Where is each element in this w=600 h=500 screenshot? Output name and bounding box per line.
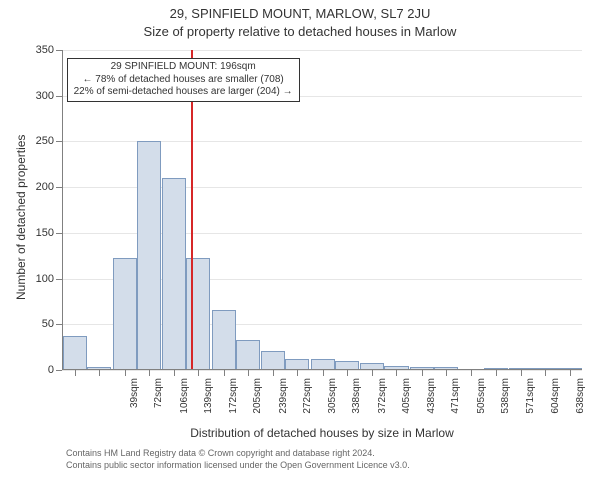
- y-tick: [56, 324, 62, 325]
- histogram-bar: [113, 258, 137, 370]
- y-tick-label: 200: [28, 181, 54, 193]
- x-tick: [248, 370, 249, 376]
- x-tick-label: 72sqm: [153, 378, 164, 428]
- x-tick-label: 172sqm: [228, 378, 239, 428]
- title-line-2: Size of property relative to detached ho…: [0, 24, 600, 39]
- credits: Contains HM Land Registry data © Crown c…: [66, 448, 410, 471]
- y-tick-label: 350: [28, 44, 54, 56]
- x-tick-label: 372sqm: [377, 378, 388, 428]
- x-tick-label: 305sqm: [327, 378, 338, 428]
- x-tick: [372, 370, 373, 376]
- x-tick-label: 272sqm: [302, 378, 313, 428]
- x-tick: [174, 370, 175, 376]
- x-tick: [570, 370, 571, 376]
- y-axis-line: [62, 50, 63, 370]
- x-tick: [422, 370, 423, 376]
- x-tick: [496, 370, 497, 376]
- gridline: [62, 50, 582, 51]
- y-tick: [56, 279, 62, 280]
- y-tick-label: 150: [28, 227, 54, 239]
- x-tick: [273, 370, 274, 376]
- histogram-bar: [162, 178, 186, 370]
- y-tick-label: 300: [28, 90, 54, 102]
- y-tick-label: 250: [28, 135, 54, 147]
- histogram-bar: [63, 336, 87, 370]
- x-tick-label: 471sqm: [450, 378, 461, 428]
- x-tick: [471, 370, 472, 376]
- x-tick: [521, 370, 522, 376]
- x-tick: [75, 370, 76, 376]
- y-tick: [56, 187, 62, 188]
- y-tick: [56, 370, 62, 371]
- histogram-bar: [137, 141, 161, 370]
- x-tick: [149, 370, 150, 376]
- x-tick: [224, 370, 225, 376]
- x-tick: [297, 370, 298, 376]
- credits-line-1: Contains HM Land Registry data © Crown c…: [66, 448, 410, 460]
- y-tick-label: 50: [28, 318, 54, 330]
- annotation-box: 29 SPINFIELD MOUNT: 196sqm ← 78% of deta…: [67, 58, 300, 102]
- x-tick: [396, 370, 397, 376]
- x-tick-label: 338sqm: [351, 378, 362, 428]
- x-tick-label: 239sqm: [278, 378, 289, 428]
- x-tick: [347, 370, 348, 376]
- histogram-bar: [236, 340, 260, 370]
- x-tick-label: 139sqm: [203, 378, 214, 428]
- title-line-1: 29, SPINFIELD MOUNT, MARLOW, SL7 2JU: [0, 6, 600, 21]
- annotation-line-1: 29 SPINFIELD MOUNT: 196sqm: [74, 61, 293, 74]
- annotation-line-3: 22% of semi-detached houses are larger (…: [74, 86, 293, 99]
- x-tick: [99, 370, 100, 376]
- x-tick: [545, 370, 546, 376]
- x-tick-label: 39sqm: [129, 378, 140, 428]
- x-tick: [446, 370, 447, 376]
- credits-line-2: Contains public sector information licen…: [66, 460, 410, 472]
- x-tick: [198, 370, 199, 376]
- y-tick-label: 100: [28, 273, 54, 285]
- x-tick-label: 604sqm: [550, 378, 561, 428]
- histogram-bar: [212, 310, 236, 370]
- x-tick: [125, 370, 126, 376]
- histogram-bar: [261, 351, 285, 370]
- x-tick-label: 505sqm: [476, 378, 487, 428]
- y-tick: [56, 50, 62, 51]
- x-tick-label: 571sqm: [525, 378, 536, 428]
- x-tick-label: 538sqm: [500, 378, 511, 428]
- x-tick-label: 438sqm: [426, 378, 437, 428]
- y-tick: [56, 96, 62, 97]
- y-axis-label: Number of detached properties: [14, 135, 28, 300]
- y-tick: [56, 233, 62, 234]
- x-tick-label: 638sqm: [575, 378, 586, 428]
- y-tick: [56, 141, 62, 142]
- y-tick-label: 0: [28, 364, 54, 376]
- x-tick: [323, 370, 324, 376]
- x-tick-label: 405sqm: [401, 378, 412, 428]
- x-tick-label: 205sqm: [252, 378, 263, 428]
- x-axis-label: Distribution of detached houses by size …: [62, 426, 582, 440]
- x-tick-label: 106sqm: [179, 378, 190, 428]
- annotation-line-2: ← 78% of detached houses are smaller (70…: [74, 74, 293, 87]
